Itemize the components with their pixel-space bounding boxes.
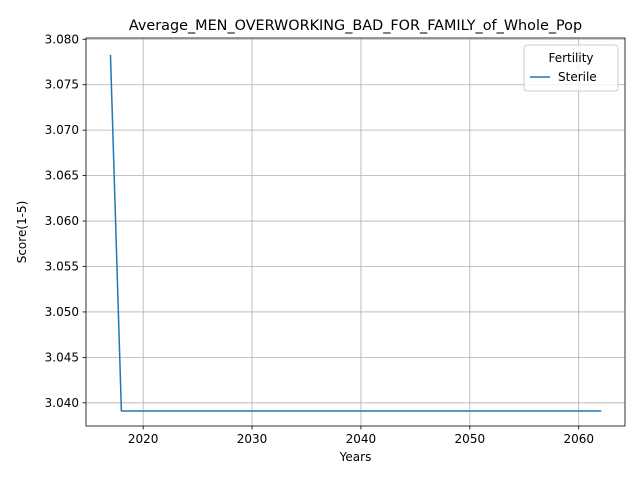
y-tick-label: 3.065 — [45, 169, 79, 183]
y-tick-label: 3.080 — [45, 32, 79, 46]
series-layer — [109, 54, 602, 412]
x-tick-label: 2020 — [128, 432, 159, 446]
x-tick-label: 2040 — [346, 432, 377, 446]
x-axis-label: Years — [339, 450, 372, 464]
x-tick-label: 2050 — [455, 432, 486, 446]
chart-title: Average_MEN_OVERWORKING_BAD_FOR_FAMILY_o… — [129, 18, 582, 34]
y-tick-label: 3.060 — [45, 214, 79, 228]
legend-label-sterile: Sterile — [558, 70, 597, 84]
legend-title: Fertility — [548, 51, 593, 65]
y-tick-label: 3.045 — [45, 350, 79, 364]
grid — [86, 38, 625, 426]
y-tick-label: 3.070 — [45, 123, 79, 137]
legend-box — [523, 44, 619, 92]
y-tick-label: 3.075 — [45, 78, 79, 92]
x-tick-label: 2030 — [237, 432, 268, 446]
y-tick-label: 3.050 — [45, 305, 79, 319]
y-axis-label: Score(1-5) — [15, 201, 29, 264]
ticks: 2020 2030 2040 2050 2060 3.040 3.045 3.050 3.055… — [45, 32, 594, 446]
legend: Fertility Sterile — [523, 44, 619, 92]
axes-frame — [85, 37, 626, 427]
y-tick-label: 3.040 — [45, 396, 79, 410]
series-line-sterile — [109, 54, 602, 412]
y-tick-label: 3.055 — [45, 259, 79, 273]
x-tick-label: 2060 — [563, 432, 594, 446]
